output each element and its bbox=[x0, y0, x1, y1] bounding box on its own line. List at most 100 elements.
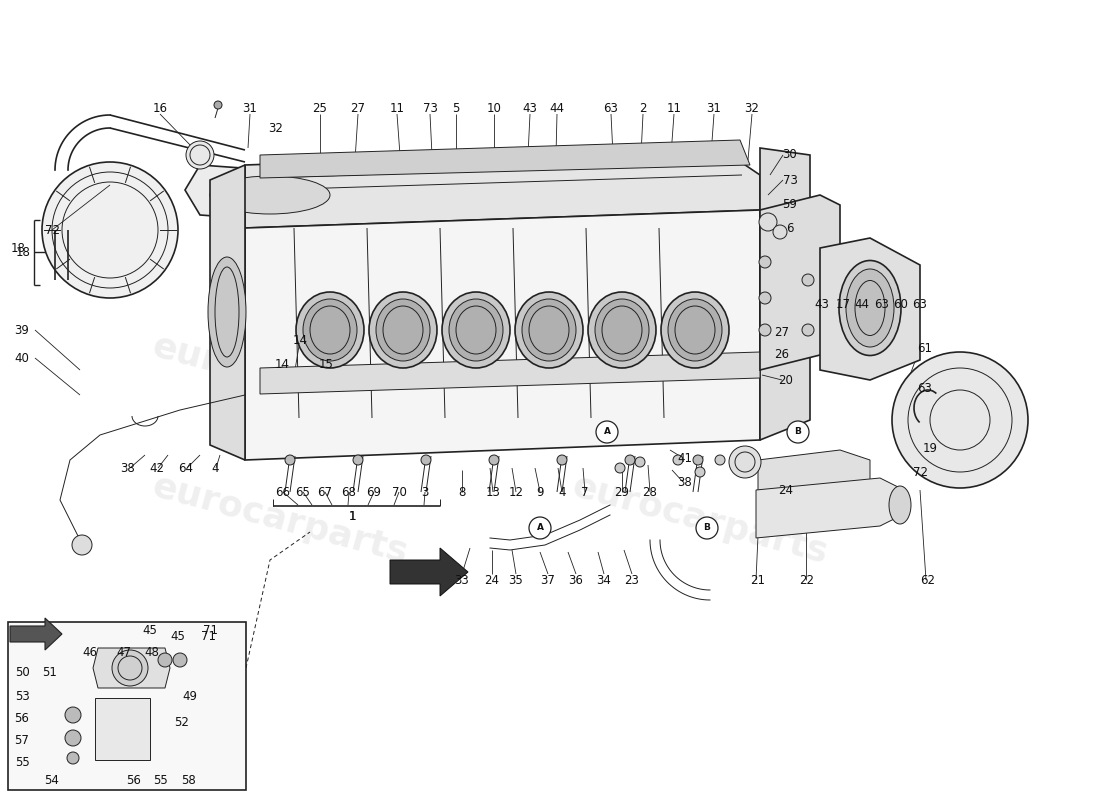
Text: 21: 21 bbox=[750, 574, 766, 586]
Polygon shape bbox=[756, 478, 900, 538]
Polygon shape bbox=[94, 648, 170, 688]
Text: 27: 27 bbox=[351, 102, 365, 114]
Circle shape bbox=[802, 324, 814, 336]
Text: 3: 3 bbox=[421, 486, 429, 498]
Text: 44: 44 bbox=[550, 102, 564, 114]
Text: 20: 20 bbox=[779, 374, 793, 386]
Text: 33: 33 bbox=[454, 574, 470, 586]
Text: 12: 12 bbox=[508, 486, 524, 498]
Ellipse shape bbox=[839, 261, 901, 355]
Text: 34: 34 bbox=[596, 574, 612, 586]
Text: 5: 5 bbox=[452, 102, 460, 114]
Text: 29: 29 bbox=[615, 486, 629, 498]
Text: 56: 56 bbox=[126, 774, 142, 786]
Text: 16: 16 bbox=[153, 102, 167, 114]
Text: 63: 63 bbox=[917, 382, 933, 394]
Text: 24: 24 bbox=[779, 483, 793, 497]
Text: 55: 55 bbox=[153, 774, 167, 786]
Ellipse shape bbox=[588, 292, 656, 368]
Text: 71: 71 bbox=[200, 630, 216, 642]
Ellipse shape bbox=[846, 269, 894, 347]
Circle shape bbox=[693, 455, 703, 465]
Polygon shape bbox=[245, 148, 760, 228]
Text: 55: 55 bbox=[14, 755, 30, 769]
Circle shape bbox=[353, 455, 363, 465]
Circle shape bbox=[786, 421, 808, 443]
Circle shape bbox=[802, 274, 814, 286]
Text: 13: 13 bbox=[485, 486, 501, 498]
Text: 2: 2 bbox=[639, 102, 647, 114]
Ellipse shape bbox=[376, 299, 430, 361]
Circle shape bbox=[625, 455, 635, 465]
Ellipse shape bbox=[449, 299, 503, 361]
Bar bbox=[8, 622, 246, 790]
Text: 63: 63 bbox=[913, 298, 927, 311]
Text: 1: 1 bbox=[349, 510, 355, 522]
Ellipse shape bbox=[442, 292, 510, 368]
Text: 35: 35 bbox=[508, 574, 524, 586]
Ellipse shape bbox=[522, 299, 576, 361]
Text: 47: 47 bbox=[117, 646, 132, 658]
Text: 11: 11 bbox=[389, 102, 405, 114]
Text: 14: 14 bbox=[275, 358, 289, 371]
Text: 64: 64 bbox=[178, 462, 194, 474]
Text: 63: 63 bbox=[604, 102, 618, 114]
Circle shape bbox=[65, 730, 81, 746]
Ellipse shape bbox=[661, 292, 729, 368]
Text: 24: 24 bbox=[484, 574, 499, 586]
Text: 14: 14 bbox=[293, 334, 308, 346]
Circle shape bbox=[490, 455, 499, 465]
Circle shape bbox=[729, 446, 761, 478]
Circle shape bbox=[65, 707, 81, 723]
Text: 49: 49 bbox=[183, 690, 198, 702]
Text: 4: 4 bbox=[558, 486, 565, 498]
Text: 62: 62 bbox=[921, 574, 935, 586]
Circle shape bbox=[673, 455, 683, 465]
Text: eurocarparts: eurocarparts bbox=[148, 470, 411, 570]
Text: 70: 70 bbox=[392, 486, 406, 498]
Circle shape bbox=[596, 421, 618, 443]
Ellipse shape bbox=[368, 292, 437, 368]
Ellipse shape bbox=[668, 299, 722, 361]
Text: 51: 51 bbox=[43, 666, 57, 678]
Ellipse shape bbox=[515, 292, 583, 368]
Ellipse shape bbox=[595, 299, 649, 361]
Text: 17: 17 bbox=[836, 298, 850, 311]
Text: 43: 43 bbox=[522, 102, 538, 114]
Polygon shape bbox=[185, 165, 355, 225]
Text: eurocarparts: eurocarparts bbox=[148, 330, 411, 430]
Circle shape bbox=[557, 455, 566, 465]
Text: 30: 30 bbox=[782, 149, 797, 162]
Ellipse shape bbox=[889, 486, 911, 524]
Circle shape bbox=[892, 352, 1028, 488]
Circle shape bbox=[67, 752, 79, 764]
Polygon shape bbox=[390, 548, 468, 596]
Text: 18: 18 bbox=[11, 242, 25, 254]
Text: 66: 66 bbox=[275, 486, 290, 498]
Circle shape bbox=[773, 225, 786, 239]
Text: 71: 71 bbox=[202, 623, 218, 637]
Polygon shape bbox=[210, 165, 245, 460]
Circle shape bbox=[42, 162, 178, 298]
Polygon shape bbox=[260, 352, 760, 394]
Text: 73: 73 bbox=[422, 102, 438, 114]
Text: 15: 15 bbox=[319, 358, 333, 371]
Text: 52: 52 bbox=[175, 715, 189, 729]
Text: 18: 18 bbox=[16, 246, 31, 258]
Circle shape bbox=[214, 101, 222, 109]
Text: 42: 42 bbox=[150, 462, 165, 474]
Text: eurocarparts: eurocarparts bbox=[488, 319, 751, 421]
Circle shape bbox=[759, 256, 771, 268]
Text: 69: 69 bbox=[366, 486, 382, 498]
Text: 67: 67 bbox=[318, 486, 332, 498]
Text: 22: 22 bbox=[800, 574, 814, 586]
Text: 48: 48 bbox=[144, 646, 159, 658]
Circle shape bbox=[695, 467, 705, 477]
Text: 19: 19 bbox=[923, 442, 937, 454]
Text: 25: 25 bbox=[312, 102, 328, 114]
Text: A: A bbox=[604, 427, 611, 437]
Text: 72: 72 bbox=[913, 466, 927, 478]
Text: 50: 50 bbox=[14, 666, 30, 678]
Text: 38: 38 bbox=[678, 475, 692, 489]
Text: 73: 73 bbox=[782, 174, 797, 186]
